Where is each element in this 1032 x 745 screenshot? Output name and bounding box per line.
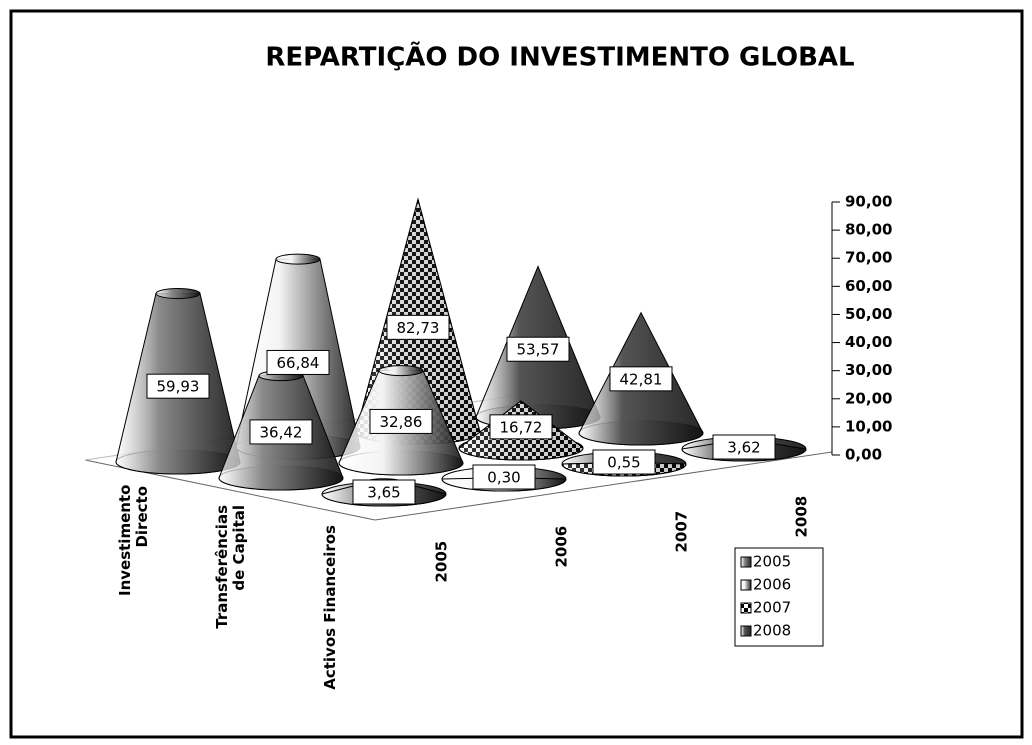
- data-label: 3,65: [367, 484, 400, 502]
- y-tick-label: 20,00: [845, 389, 892, 407]
- y-tick-label: 50,00: [845, 305, 892, 323]
- series-axis-label: 2008: [793, 496, 811, 538]
- series-axis-label: 2006: [553, 526, 571, 568]
- x-tick-label: Activos Financeiros: [321, 525, 339, 690]
- floor-edge: [374, 451, 833, 521]
- chart-title: REPARTIÇÃO DO INVESTIMENTO GLOBAL: [265, 41, 854, 73]
- data-label-box: [266, 349, 330, 375]
- series-axis-label: 2007: [673, 511, 691, 553]
- data-label-box: [609, 366, 673, 392]
- data-label: 82,73: [397, 319, 440, 337]
- legend-label: 2007: [753, 599, 791, 617]
- legend-swatch: [740, 556, 752, 568]
- y-tick-label: 80,00: [845, 221, 892, 239]
- legend-label: 2005: [753, 553, 791, 571]
- cone-top: [155, 288, 201, 300]
- data-label-box: [472, 464, 536, 490]
- data-label-box: [249, 419, 313, 445]
- data-label-box: [592, 449, 656, 475]
- legend-swatch: [740, 602, 752, 614]
- data-label: 16,72: [500, 418, 543, 436]
- data-label-box: [352, 479, 416, 505]
- data-label-box: [369, 408, 433, 434]
- legend-swatch: [740, 579, 752, 591]
- legend-swatch: [740, 625, 752, 637]
- data-label-box: [146, 373, 210, 399]
- cone-top: [275, 253, 321, 265]
- data-label-box: [386, 314, 450, 340]
- legend-label: 2008: [753, 622, 791, 640]
- data-label: 3,62: [727, 439, 760, 457]
- data-label: 36,42: [260, 423, 303, 441]
- legend-label: 2006: [753, 576, 791, 594]
- series-axis-label: 2005: [433, 541, 451, 583]
- data-label: 0,55: [607, 454, 640, 472]
- data-label: 66,84: [277, 354, 320, 372]
- x-tick-label: Investimento Directo: [116, 484, 151, 596]
- data-label: 53,57: [517, 341, 560, 359]
- data-label-box: [712, 434, 776, 460]
- y-tick-label: 90,00: [845, 193, 892, 211]
- y-tick-label: 70,00: [845, 249, 892, 267]
- data-label: 32,86: [380, 413, 423, 431]
- y-tick-label: 0,00: [845, 446, 882, 464]
- data-label: 59,93: [157, 378, 200, 396]
- cone-top: [378, 365, 424, 377]
- data-label-box: [506, 336, 570, 362]
- y-tick-label: 30,00: [845, 361, 892, 379]
- data-label: 0,30: [487, 469, 520, 487]
- y-tick-label: 60,00: [845, 277, 892, 295]
- data-label: 42,81: [620, 370, 663, 388]
- y-tick-label: 10,00: [845, 417, 892, 435]
- y-tick-label: 40,00: [845, 333, 892, 351]
- data-label-box: [489, 414, 553, 440]
- x-tick-label: Transferências de Capital: [213, 505, 248, 629]
